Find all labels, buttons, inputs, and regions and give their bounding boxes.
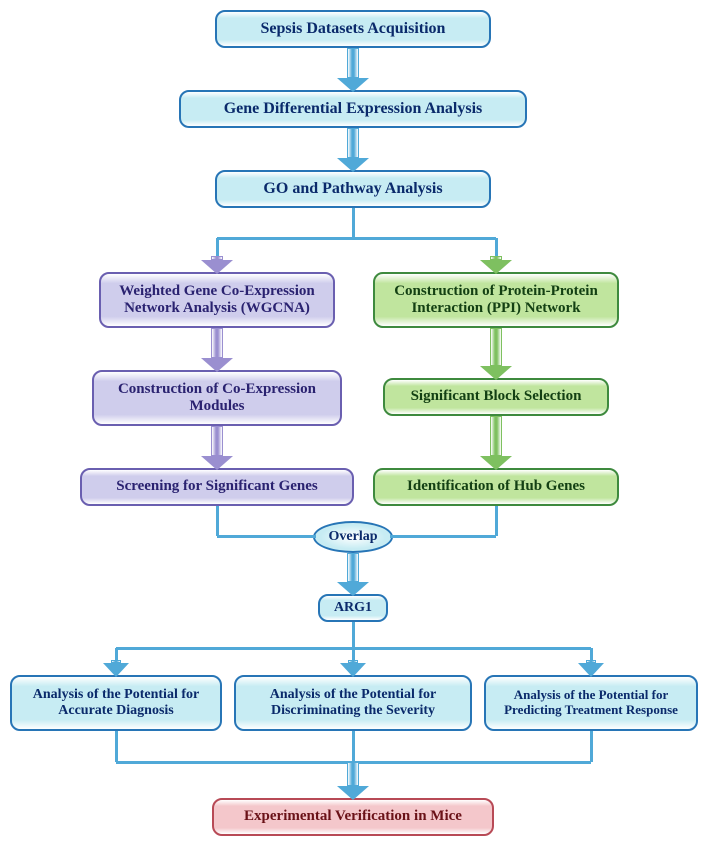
arrow-head: [337, 158, 369, 172]
connector-line: [217, 535, 316, 538]
box-accurate-diagnosis: Analysis of the Potential for Accurate D…: [10, 675, 222, 731]
connector-line: [216, 506, 219, 536]
box-experimental-verification: Experimental Verification in Mice: [212, 798, 494, 836]
box-wgcna: Weighted Gene Co-Expression Network Anal…: [99, 272, 335, 328]
box-ppi-network: Construction of Protein-Protein Interact…: [373, 272, 619, 328]
connector-line: [216, 238, 219, 256]
box-hub-genes: Identification of Hub Genes: [373, 468, 619, 506]
arrow-body: [490, 328, 502, 366]
arrow-body: [347, 48, 359, 78]
connector-line: [390, 535, 496, 538]
arrow-head: [201, 260, 233, 274]
box-sepsis-datasets: Sepsis Datasets Acquisition: [215, 10, 491, 48]
arrow-head: [480, 366, 512, 380]
connector-line: [495, 238, 498, 256]
arrow-body: [347, 128, 359, 158]
connector-line: [590, 731, 593, 762]
arrow-head: [337, 582, 369, 596]
box-screening-genes: Screening for Significant Genes: [80, 468, 354, 506]
arrow-head: [480, 260, 512, 274]
box-predicting-response: Analysis of the Potential for Predicting…: [484, 675, 698, 731]
box-go-pathway: GO and Pathway Analysis: [215, 170, 491, 208]
arrow-body: [490, 416, 502, 456]
arrow-head: [337, 786, 369, 800]
arrow-head: [201, 358, 233, 372]
arrow-body: [347, 553, 359, 582]
arrow-head: [201, 456, 233, 470]
box-block-selection: Significant Block Selection: [383, 378, 609, 416]
box-gene-diff-expression: Gene Differential Expression Analysis: [179, 90, 527, 128]
connector-line: [217, 237, 496, 240]
connector-line: [495, 506, 498, 536]
box-discriminating-severity: Analysis of the Potential for Discrimina…: [234, 675, 472, 731]
arrow-head: [578, 663, 604, 677]
connector-line: [115, 648, 118, 660]
connector-line: [590, 648, 593, 660]
arrow-body: [211, 328, 223, 358]
connector-line: [352, 208, 355, 238]
arrow-body: [347, 762, 359, 786]
arrow-head: [340, 663, 366, 677]
arrow-head: [480, 456, 512, 470]
arrow-head: [103, 663, 129, 677]
connector-line: [115, 731, 118, 762]
connector-line: [352, 648, 355, 660]
oval-overlap: Overlap: [313, 521, 393, 553]
connector-line: [352, 622, 355, 648]
box-arg1: ARG1: [318, 594, 388, 622]
arrow-body: [211, 426, 223, 456]
connector-line: [352, 731, 355, 762]
arrow-head: [337, 78, 369, 92]
box-coexpression-modules: Construction of Co-Expression Modules: [92, 370, 342, 426]
